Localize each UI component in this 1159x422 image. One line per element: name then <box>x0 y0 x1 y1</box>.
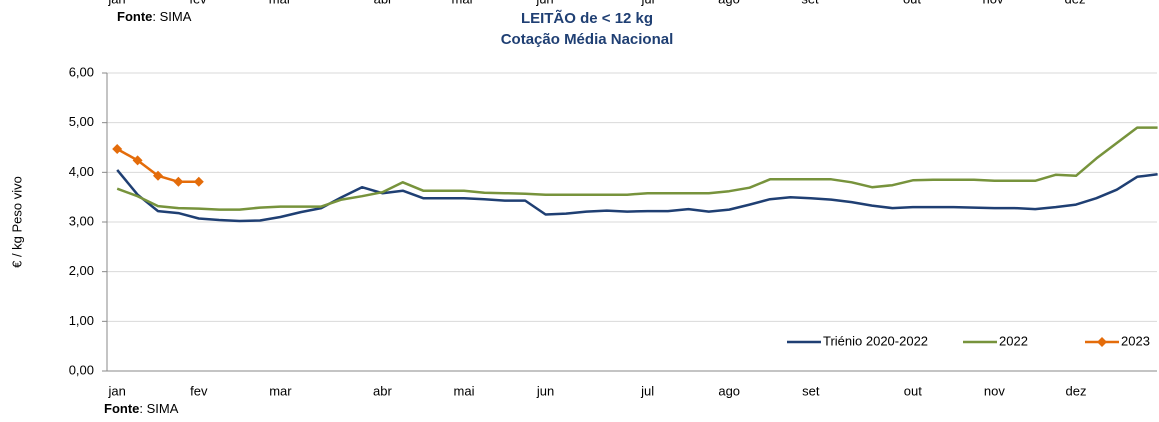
top-month-label: abr <box>374 0 393 6</box>
top-month-label: ago <box>718 0 740 6</box>
source: Fonte: SIMA <box>104 401 179 416</box>
series-marker <box>112 143 123 154</box>
x-tick-label: mai <box>454 383 475 398</box>
y-axis-label: € / kg Peso vivo <box>9 176 24 268</box>
top-source-label: Fonte <box>117 9 152 24</box>
top-month-label: nov <box>983 0 1004 6</box>
y-tick-label: 2,00 <box>69 263 94 278</box>
legend-label: 2022 <box>999 333 1028 348</box>
series-line <box>116 126 1158 211</box>
top-month-label: mar <box>269 0 292 6</box>
x-tick-label: nov <box>984 383 1005 398</box>
source-label: Fonte <box>104 401 139 416</box>
x-tick-label: dez <box>1066 383 1087 398</box>
y-tick-label: 0,00 <box>69 362 94 377</box>
top-month-label: dez <box>1065 0 1086 6</box>
top-month-label: mai <box>452 0 473 6</box>
top-month-label: jul <box>640 0 654 6</box>
source-text: : SIMA <box>139 401 178 416</box>
x-tick-label: jan <box>108 383 126 398</box>
y-tick-label: 5,00 <box>69 114 94 129</box>
x-tick-label: abr <box>373 383 392 398</box>
top-source: Fonte: SIMA <box>117 9 192 24</box>
series-marker <box>132 155 143 166</box>
chart-title: LEITÃO de < 12 kg <box>521 9 653 27</box>
x-tick-label: fev <box>190 383 208 398</box>
x-tick-label: mar <box>269 383 292 398</box>
x-tick-label: ago <box>718 383 740 398</box>
legend-marker <box>1097 337 1107 347</box>
top-month-label: set <box>801 0 819 6</box>
chart-subtitle: Cotação Média Nacional <box>501 31 674 48</box>
x-tick-label: out <box>904 383 922 398</box>
legend-label: 2023 <box>1121 333 1150 348</box>
y-tick-label: 1,00 <box>69 313 94 328</box>
x-tick-label: set <box>802 383 820 398</box>
y-tick-label: 3,00 <box>69 213 94 228</box>
top-month-label: jun <box>535 0 553 6</box>
legend-label: Triénio 2020-2022 <box>823 333 928 348</box>
y-tick-label: 4,00 <box>69 164 94 179</box>
top-month-label: out <box>903 0 921 6</box>
series-marker <box>173 176 184 187</box>
top-month-label: jan <box>107 0 125 6</box>
x-tick-label: jun <box>536 383 554 398</box>
series-line <box>116 169 1158 223</box>
series-marker <box>153 170 163 181</box>
series-marker <box>193 176 204 187</box>
top-month-label: fev <box>189 0 207 6</box>
top-source-text: : SIMA <box>152 9 191 24</box>
x-tick-label: jul <box>640 383 654 398</box>
y-tick-label: 6,00 <box>69 64 94 79</box>
